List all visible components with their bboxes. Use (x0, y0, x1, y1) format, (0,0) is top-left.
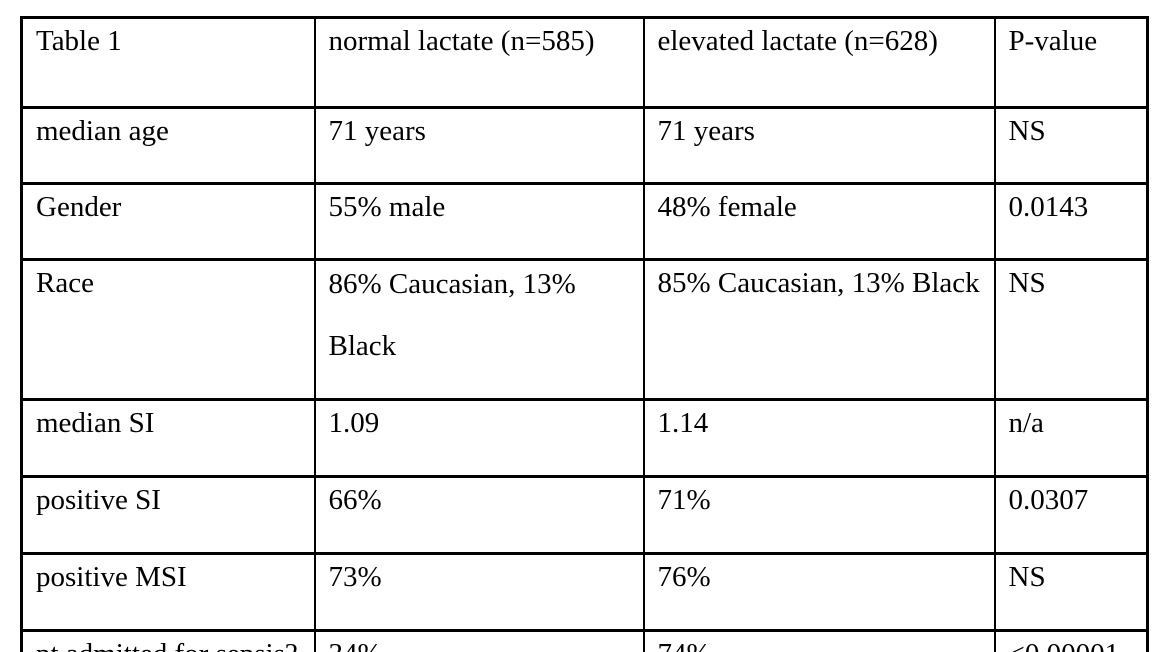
race-normal-lactate-value: 86% Caucasian, 13% Black (328, 268, 576, 362)
value-cell: 86% Caucasian, 13% Black (313, 258, 645, 401)
value-cell: 1.09 (313, 398, 645, 478)
row-label-cell: median age (20, 106, 316, 185)
p-value-cell: <0.00001 (993, 629, 1149, 652)
table-row-pt-admitted-for-sepsis: pt admitted for sepsis? 34% 74% <0.00001 (20, 629, 1149, 652)
p-value-cell: 0.0307 (993, 475, 1149, 555)
value-cell: 73% (313, 552, 645, 632)
row-label-cell: median SI (20, 398, 316, 478)
value-cell: 55% male (313, 182, 645, 261)
value-cell: 34% (313, 629, 645, 652)
table-row-gender: Gender 55% male 48% female 0.0143 (20, 182, 1149, 261)
value-cell: 74% (642, 629, 996, 652)
value-cell: 71 years (313, 106, 645, 185)
table-1: Table 1 normal lactate (n=585) elevated … (20, 16, 1149, 652)
p-value-cell: NS (993, 258, 1149, 401)
column-header-elevated-lactate: elevated lactate (n=628) (642, 16, 996, 109)
value-cell: 48% female (642, 182, 996, 261)
p-value-cell: 0.0143 (993, 182, 1149, 261)
value-cell: 1.14 (642, 398, 996, 478)
table-row-positive-msi: positive MSI 73% 76% NS (20, 552, 1149, 632)
table-row-positive-si: positive SI 66% 71% 0.0307 (20, 475, 1149, 555)
row-label-cell: pt admitted for sepsis? (20, 629, 316, 652)
p-value-cell: n/a (993, 398, 1149, 478)
p-value-cell: NS (993, 106, 1149, 185)
table-row-median-age: median age 71 years 71 years NS (20, 106, 1149, 185)
value-cell: 76% (642, 552, 996, 632)
table-title-cell: Table 1 (20, 16, 316, 109)
row-label-cell: positive MSI (20, 552, 316, 632)
table-row-median-si: median SI 1.09 1.14 n/a (20, 398, 1149, 478)
row-label-cell: Race (20, 258, 316, 401)
column-header-p-value: P-value (993, 16, 1149, 109)
value-cell: 71 years (642, 106, 996, 185)
header-row: Table 1 normal lactate (n=585) elevated … (20, 16, 1149, 109)
value-cell: 85% Caucasian, 13% Black (642, 258, 996, 401)
value-cell: 66% (313, 475, 645, 555)
row-label-cell: Gender (20, 182, 316, 261)
value-cell: 71% (642, 475, 996, 555)
row-label-cell: positive SI (20, 475, 316, 555)
p-value-cell: NS (993, 552, 1149, 632)
table-row-race: Race 86% Caucasian, 13% Black 85% Caucas… (20, 258, 1149, 401)
column-header-normal-lactate: normal lactate (n=585) (313, 16, 645, 109)
